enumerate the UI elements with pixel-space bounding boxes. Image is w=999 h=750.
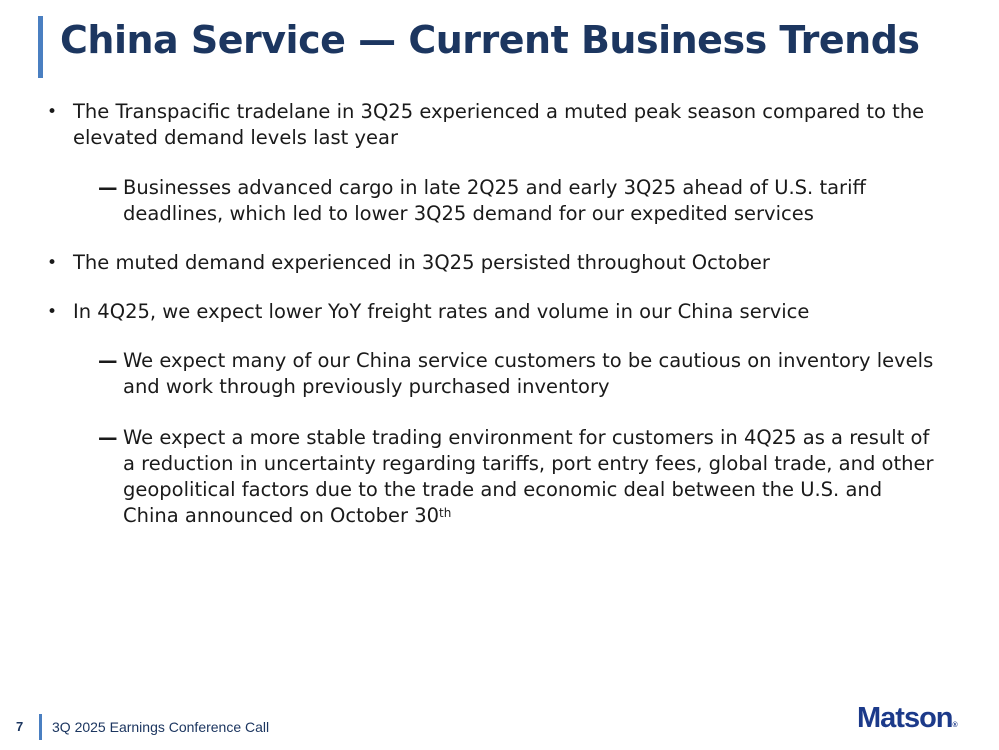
footer-caption: 3Q 2025 Earnings Conference Call xyxy=(52,719,270,735)
slide-title: China Service — Current Business Trends xyxy=(60,18,920,62)
bullet-line-text: China announced on October 30 xyxy=(123,504,440,527)
page-number: 7 xyxy=(16,719,24,734)
footer-divider xyxy=(39,714,42,740)
sub-bullet-item: — We expect many of our China service cu… xyxy=(98,348,934,400)
sub-bullet-item: — Businesses advanced cargo in late 2Q25… xyxy=(98,175,866,227)
bullet-item: • The Transpacific tradelane in 3Q25 exp… xyxy=(47,99,925,151)
bullet-line: We expect many of our China service cust… xyxy=(123,349,934,372)
title-accent-bar xyxy=(38,16,43,78)
bullet-line: China announced on October 30th xyxy=(123,503,934,529)
bullet-line: geopolitical factors due to the trade an… xyxy=(123,478,883,501)
bullet-line: The Transpacific tradelane in 3Q25 exper… xyxy=(73,100,925,123)
registered-mark: ® xyxy=(952,722,958,729)
bullet-line: In 4Q25, we expect lower YoY freight rat… xyxy=(73,300,810,323)
bullet-line: elevated demand levels last year xyxy=(73,126,398,149)
sub-bullet-item: — We expect a more stable trading enviro… xyxy=(98,425,934,529)
logo-wordmark: Matson xyxy=(857,702,953,734)
dash-marker: — xyxy=(98,426,118,449)
bullet-line: The muted demand experienced in 3Q25 per… xyxy=(73,251,770,274)
bullet-line: deadlines, which led to lower 3Q25 deman… xyxy=(123,202,814,225)
bullet-line: We expect a more stable trading environm… xyxy=(123,426,930,449)
bullet-line: a reduction in uncertainty regarding tar… xyxy=(123,452,934,475)
bullet-marker: • xyxy=(47,102,58,122)
matson-logo: Matson® xyxy=(857,702,958,735)
bullet-marker: • xyxy=(47,302,58,322)
ordinal-superscript: th xyxy=(439,506,452,520)
bullet-item: • In 4Q25, we expect lower YoY freight r… xyxy=(47,299,810,325)
dash-marker: — xyxy=(98,176,118,199)
bullet-marker: • xyxy=(47,253,58,273)
dash-marker: — xyxy=(98,349,118,372)
bullet-line: Businesses advanced cargo in late 2Q25 a… xyxy=(123,176,866,199)
bullet-line: and work through previously purchased in… xyxy=(123,375,610,398)
bullet-item: • The muted demand experienced in 3Q25 p… xyxy=(47,250,770,276)
